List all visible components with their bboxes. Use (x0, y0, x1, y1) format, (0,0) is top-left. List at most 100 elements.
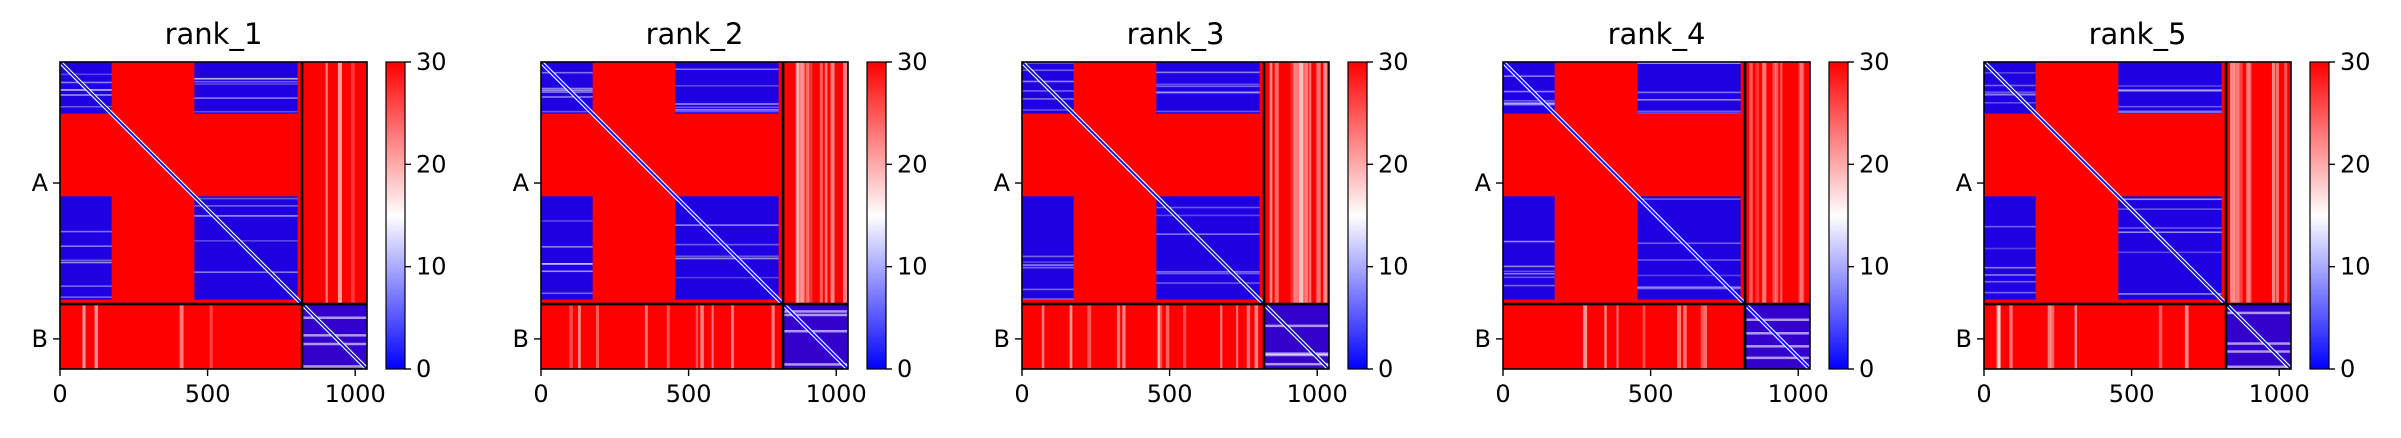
interchain-stripe (771, 304, 775, 369)
interchain-stripe (1158, 304, 1163, 369)
chain-b-stripe (783, 310, 848, 313)
block-texture-line (1022, 90, 1074, 92)
block-texture-line (194, 110, 298, 113)
domain-block-2 (1022, 196, 1074, 300)
block-texture-line (1984, 93, 2036, 95)
block-texture-line (541, 110, 593, 113)
colorbar-tick-label: 30 (897, 48, 928, 76)
block-texture-line (1984, 101, 2036, 104)
block-texture-line (1637, 198, 1741, 200)
domain-block-3 (675, 62, 779, 114)
block-texture-line (194, 215, 298, 217)
interchain-stripe (209, 304, 213, 369)
colorbar-tick-label: 10 (2340, 253, 2371, 281)
block-texture-line (1156, 206, 1260, 209)
y-tick-label: B (1475, 325, 1491, 353)
interchain-stripe (2284, 62, 2288, 305)
block-texture-line (1984, 266, 2036, 269)
block-texture-line (541, 71, 593, 74)
interchain-stripe (799, 62, 804, 305)
interchain-stripe (1755, 62, 1760, 305)
interchain-stripe (1301, 62, 1306, 305)
block-texture-line (541, 96, 593, 98)
interchain-stripe (800, 62, 805, 305)
interchain-stripe (824, 62, 828, 305)
colorbar-tick-label: 20 (2340, 150, 2371, 178)
block-texture-line (541, 246, 593, 248)
domain-block-2 (60, 196, 112, 300)
block-texture-line (1156, 91, 1260, 93)
block-texture-line (60, 261, 112, 264)
block-texture-line (1503, 103, 1555, 106)
interchain-stripe (1165, 304, 1170, 369)
x-tick-label: 1000 (1287, 380, 1348, 408)
x-tick-label: 0 (1495, 380, 1510, 408)
block-texture-line (541, 220, 593, 222)
interchain-stripe (1677, 304, 1682, 369)
chart-title: rank_4 (1608, 17, 1706, 51)
block-texture-line (60, 105, 112, 108)
block-texture-line (675, 243, 779, 246)
chain-b-stripe (1745, 356, 1810, 360)
interchain-stripe (1304, 62, 1309, 305)
block-texture-line (675, 109, 779, 111)
interchain-stripe (1583, 304, 1588, 369)
y-tick-label: A (994, 169, 1011, 197)
block-texture-line (1637, 287, 1741, 290)
heatmap-frame (540, 61, 849, 370)
interchain-stripe (1246, 304, 1251, 369)
interchain-stripe (577, 304, 581, 369)
interchain-stripe (2074, 304, 2078, 369)
block-texture-line (541, 91, 593, 93)
heatmap-frame (59, 61, 368, 370)
colorbar-tick-label: 30 (1378, 48, 1409, 76)
chain-b-stripe (2226, 342, 2291, 345)
block-texture-line (1156, 272, 1260, 275)
block-texture-line (1503, 284, 1555, 287)
x-tick-label: 500 (666, 380, 712, 408)
interchain-stripe (1998, 304, 2001, 369)
interchain-stripe (1775, 62, 1779, 305)
chain-b-stripe (302, 342, 367, 346)
interchain-stripe (1309, 62, 1312, 305)
block-texture-line (1503, 100, 1555, 102)
block-texture-line (541, 292, 593, 295)
block-texture-line (675, 68, 779, 71)
interchain-stripe (819, 62, 823, 305)
block-texture-line (1637, 242, 1741, 245)
chain-b-stripe (1745, 318, 1810, 322)
interchain-stripe (2271, 62, 2275, 305)
interchain-stripe (1274, 62, 1279, 305)
colorbar-tick-label: 20 (416, 150, 447, 178)
block-texture-line (2118, 251, 2222, 254)
block-texture-line (675, 224, 779, 226)
interchain-stripe (2230, 62, 2235, 305)
block-texture-line (194, 197, 298, 200)
interchain-stripe (1616, 304, 1619, 369)
block-texture-line (1022, 98, 1074, 100)
interchain-stripe (2248, 62, 2252, 305)
block-texture-line (541, 263, 593, 265)
block-texture-line (1022, 261, 1074, 263)
block-texture-line (1022, 69, 1074, 72)
domain-block-3 (194, 62, 298, 114)
interchain-stripe (1762, 62, 1767, 305)
block-texture-line (2118, 208, 2222, 210)
block-texture-line (1984, 72, 2036, 74)
block-texture-line (675, 110, 779, 113)
block-texture-line (60, 73, 112, 76)
block-texture-line (1637, 286, 1741, 288)
block-texture-line (675, 255, 779, 258)
chain-b-stripe (1745, 345, 1810, 348)
interchain-stripe (1269, 62, 1273, 305)
block-texture-line (1503, 240, 1555, 243)
interchain-stripe (569, 304, 573, 369)
block-texture-line (1503, 276, 1555, 279)
interchain-stripe (1220, 304, 1223, 369)
colorbar-tick-label: 10 (1378, 253, 1409, 281)
heatmap-2 (541, 62, 848, 369)
